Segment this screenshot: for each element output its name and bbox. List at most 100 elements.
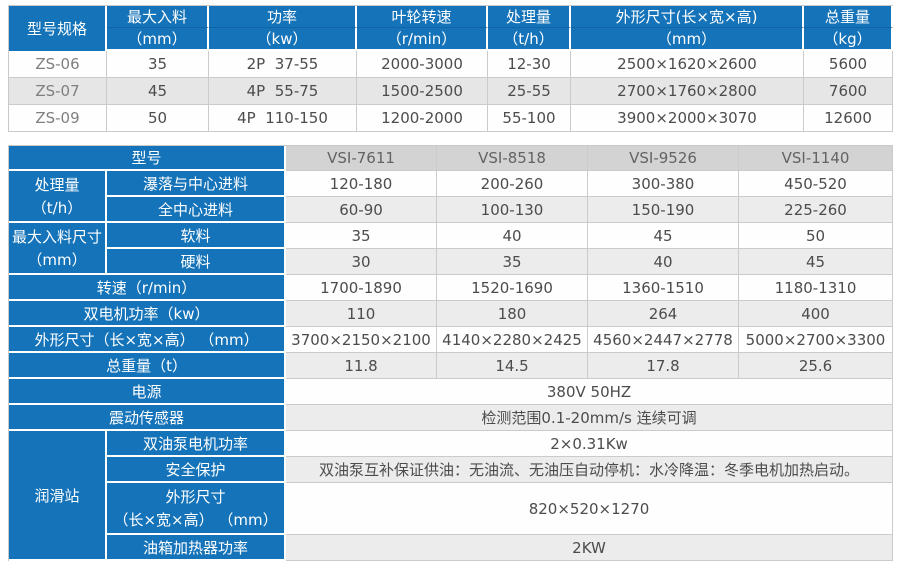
data-cell: 40 (437, 223, 589, 249)
table-row: 双电机功率（kw） 110 180 264 400 (9, 301, 894, 327)
row-label-total-weight: 总重量（t） (9, 353, 287, 379)
data-cell: 45 (739, 249, 894, 275)
data-cell: 5600 (804, 51, 893, 78)
table-row: 润滑站 双油泵电机功率 2×0.31Kw (9, 431, 894, 561)
data-cell: 2500×1620×2600 (571, 51, 804, 78)
model-name-cell: VSI-7611 (286, 146, 438, 171)
table-row: 转速（r/min） 1700-1890 1520-1690 1360-1510 … (9, 275, 894, 301)
data-cell: 35 (107, 51, 209, 78)
model-cell: ZS-06 (9, 51, 107, 78)
group-label-line1: 最大入料尺寸 (11, 228, 102, 246)
group-label-lubrication: 润滑站 (9, 431, 107, 561)
model-cell: ZS-07 (9, 78, 107, 105)
data-cell: 3700×2150×2100 (286, 327, 438, 353)
row-label: 软料 (107, 223, 287, 249)
table1-header-row-2: （mm） （kw） （r/min） （t/h） （mm） （kg） (9, 28, 893, 51)
table-row: 震动传感器 检测范围0.1-20mm/s 连续可调 (9, 405, 894, 431)
table1-unit-maxfeed: （mm） (107, 28, 209, 51)
data-cell: 35 (437, 249, 589, 275)
table1-unit-dimensions: （mm） (571, 28, 804, 51)
table-spacer (8, 132, 892, 145)
data-cell: 3900×2000×3070 (571, 105, 804, 132)
data-cell: 4140×2280×2425 (437, 327, 589, 353)
table-row: 安全保护 双油泵互补保证供油：无油流、无油压自动停机：水冷降温：冬季电机加热启动… (9, 457, 894, 483)
data-cell: 12-30 (488, 51, 571, 78)
table-row: ZS-07 45 4P 55-75 1500-2500 25-55 2700×1… (9, 78, 893, 105)
table1-header-speed: 叶轮转速 (357, 6, 488, 28)
row-label: 安全保护 (107, 457, 287, 483)
span-value-cell: 2KW (286, 535, 894, 561)
data-cell: 12600 (804, 105, 893, 132)
span-value-cell: 820×520×1270 (286, 483, 894, 535)
data-cell: 300-380 (588, 171, 740, 197)
row-label-vibration-sensor: 震动传感器 (9, 405, 287, 431)
model-name-cell: VSI-9526 (588, 146, 740, 171)
table1-header-dimensions: 外形尺寸(长×宽×高) (571, 6, 804, 28)
group-label-maxfeed: 最大入料尺寸 （mm） (9, 223, 107, 275)
table1-header-power: 功率 (209, 6, 357, 28)
row-label: 双油泵电机功率 (107, 431, 287, 457)
data-cell: 400 (739, 301, 894, 327)
row-label: 瀑落与中心进料 (107, 171, 287, 197)
row-label: 全中心进料 (107, 197, 287, 223)
row-label: 硬料 (107, 249, 287, 275)
data-cell: 4P 55-75 (209, 78, 357, 105)
span-value-cell: 双油泵互补保证供油：无油流、无油压自动停机：水冷降温：冬季电机加热启动。 (286, 457, 894, 483)
data-cell: 2700×1760×2800 (571, 78, 804, 105)
table1-unit-weight: （kg） (804, 28, 893, 51)
table2-model-row: 型号 VSI-7611 VSI-8518 VSI-9526 VSI-1140 (9, 146, 894, 171)
row-label-line2: （长×宽×高） （mm） (113, 511, 278, 529)
span-value-cell: 380V 50HZ (286, 379, 894, 405)
row-label-power-supply: 电源 (9, 379, 287, 405)
row-label-motor-power: 双电机功率（kw） (9, 301, 287, 327)
data-cell: 17.8 (588, 353, 740, 379)
table-row: 外形尺寸 （长×宽×高） （mm） 820×520×1270 (9, 483, 894, 535)
data-cell: 1360-1510 (588, 275, 740, 301)
group-label-line1: 处理量 (34, 176, 80, 194)
group-label-line2: （mm） (27, 251, 87, 269)
data-cell: 45 (588, 223, 740, 249)
data-cell: 5000×2700×3300 (739, 327, 894, 353)
table-row: 全中心进料 60-90 100-130 150-190 225-260 (9, 197, 894, 223)
data-cell: 25-55 (488, 78, 571, 105)
data-cell: 4560×2447×2778 (588, 327, 740, 353)
group-label-line2: （t/h） (31, 199, 83, 217)
vsi-series-spec-table: 型号 VSI-7611 VSI-8518 VSI-9526 VSI-1140 处… (8, 145, 894, 561)
data-cell: 25.6 (739, 353, 894, 379)
model-name-cell: VSI-8518 (437, 146, 589, 171)
model-row-label: 型号 (9, 146, 287, 171)
table-row: 电源 380V 50HZ (9, 379, 894, 405)
data-cell: 45 (107, 78, 209, 105)
data-cell: 50 (739, 223, 894, 249)
span-value-cell: 2×0.31Kw (286, 431, 894, 457)
table1-header-maxfeed: 最大入料 (107, 6, 209, 28)
data-cell: 1500-2500 (357, 78, 488, 105)
table1-unit-speed: （r/min） (357, 28, 488, 51)
data-cell: 1180-1310 (739, 275, 894, 301)
row-label-speed: 转速（r/min） (9, 275, 287, 301)
data-cell: 110 (286, 301, 438, 327)
data-cell: 50 (107, 105, 209, 132)
span-value-cell: 检测范围0.1-20mm/s 连续可调 (286, 405, 894, 431)
data-cell: 30 (286, 249, 438, 275)
row-label-lub-dimensions: 外形尺寸 （长×宽×高） （mm） (107, 483, 287, 535)
row-label: 油箱加热器功率 (107, 535, 287, 561)
table-row: 外形尺寸（长×宽×高） （mm） 3700×2150×2100 4140×228… (9, 327, 894, 353)
table1-unit-power: （kw） (209, 28, 357, 51)
data-cell: 450-520 (739, 171, 894, 197)
table1-header-capacity: 处理量 (488, 6, 571, 28)
table-row: 最大入料尺寸 （mm） 软料 35 40 45 50 (9, 223, 894, 275)
table1-header-weight: 总重量 (804, 6, 893, 28)
data-cell: 1520-1690 (437, 275, 589, 301)
group-label-throughput: 处理量 （t/h） (9, 171, 107, 223)
data-cell: 1200-2000 (357, 105, 488, 132)
row-label-line1: 外形尺寸 (165, 488, 226, 506)
data-cell: 150-190 (588, 197, 740, 223)
data-cell: 7600 (804, 78, 893, 105)
data-cell: 264 (588, 301, 740, 327)
zs-series-spec-table: 型号规格 最大入料 功率 叶轮转速 处理量 外形尺寸(长×宽×高) 总重量 （m… (8, 5, 893, 132)
table1-header-model: 型号规格 (9, 6, 107, 51)
data-cell: 120-180 (286, 171, 438, 197)
row-label-dimensions: 外形尺寸（长×宽×高） （mm） (9, 327, 287, 353)
table1-unit-capacity: （t/h） (488, 28, 571, 51)
